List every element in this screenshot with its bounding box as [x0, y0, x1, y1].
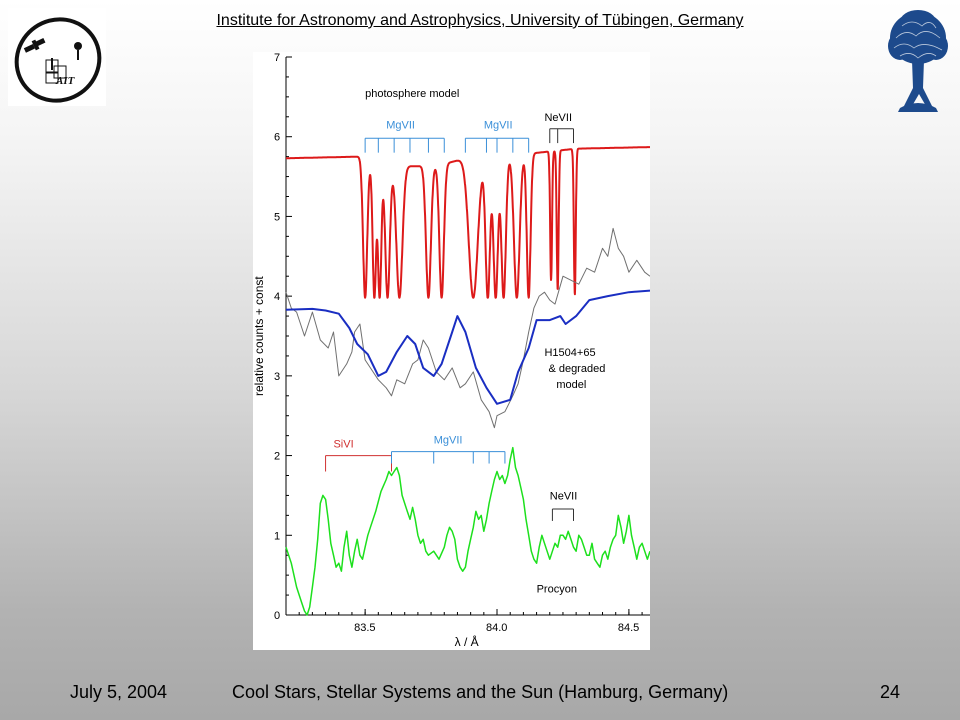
- annotation-h1504-line1: H1504+65: [544, 347, 595, 359]
- footer-conference: Cool Stars, Stellar Systems and the Sun …: [232, 682, 729, 702]
- annotation-h1504-line3: model: [556, 379, 586, 391]
- annotation-nevii-bottom: NeVII: [550, 490, 578, 502]
- annotation-photosphere-model: photosphere model: [365, 88, 459, 100]
- footer-page-number: 24: [880, 682, 901, 702]
- series-procyon: [285, 446, 650, 616]
- x-axis-label: λ / Å: [455, 634, 479, 649]
- y-tick-label: 4: [274, 291, 280, 303]
- x-tick-label: 84.5: [618, 622, 639, 634]
- spectrum-chart: 0 1 2 3 4 5 6 7 83.5 84.0 84.5 λ / Å relative counts…: [253, 52, 650, 649]
- y-tick-label: 3: [274, 371, 280, 383]
- annotation-h1504-line2: & degraded: [548, 363, 605, 375]
- x-tick-label: 84.0: [486, 622, 507, 634]
- annotation-sivi: SiVI: [333, 439, 353, 451]
- university-tree-logo: [888, 10, 948, 112]
- y-axis-label: relative counts + const: [253, 276, 266, 396]
- y-tick-label: 2: [274, 451, 280, 463]
- ait-logo-text: AIT: [55, 75, 76, 87]
- y-tick-label: 1: [274, 530, 280, 542]
- annotation-mgvii-bottom: MgVII: [434, 435, 463, 447]
- annotation-procyon: Procyon: [537, 584, 577, 596]
- y-tick-label: 5: [274, 211, 280, 223]
- y-tick-label: 7: [274, 52, 280, 64]
- series-degraded-model: [285, 289, 650, 405]
- y-tick-label: 6: [274, 132, 280, 144]
- footer-date: July 5, 2004: [70, 682, 168, 702]
- page-title: Institute for Astronomy and Astrophysics…: [216, 12, 744, 29]
- annotation-nevii-top: NeVII: [544, 112, 572, 124]
- x-tick-label: 83.5: [354, 622, 375, 634]
- series-observed-h1504: [285, 227, 650, 429]
- annotation-mgvii-top-left: MgVII: [386, 120, 415, 132]
- ait-logo: AIT: [8, 8, 106, 106]
- y-tick-label: 0: [274, 610, 280, 622]
- spectrum-chart-panel: 0 1 2 3 4 5 6 7 83.5 84.0 84.5 λ / Å relative counts…: [253, 52, 650, 650]
- annotation-mgvii-top-right: MgVII: [484, 120, 513, 132]
- series-photosphere-model: [285, 146, 650, 299]
